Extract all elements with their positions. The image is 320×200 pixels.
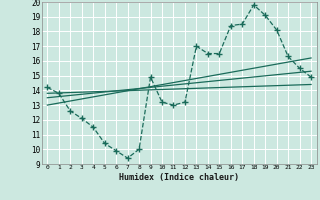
X-axis label: Humidex (Indice chaleur): Humidex (Indice chaleur) [119, 173, 239, 182]
